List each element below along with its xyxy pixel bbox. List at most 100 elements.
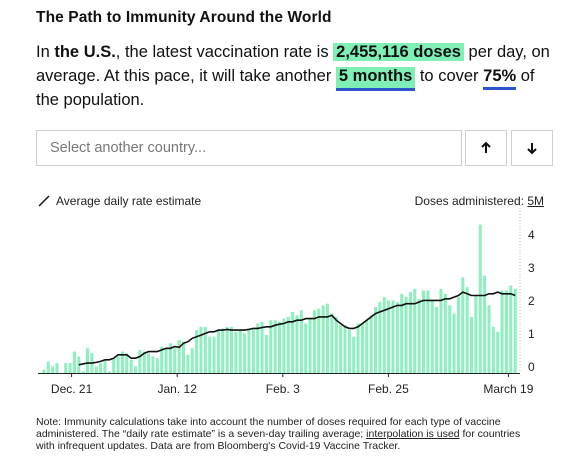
daily-dose-bar [186, 354, 190, 373]
daily-dose-bar [478, 224, 482, 373]
country-search-input[interactable]: Select another country... [36, 130, 462, 166]
y-tick-label: 0 [528, 360, 535, 374]
daily-dose-bar [326, 303, 330, 373]
daily-dose-bar [234, 331, 238, 373]
x-tick-label: Dec. 21 [51, 382, 93, 396]
daily-dose-bar [304, 323, 308, 373]
daily-dose-bar [430, 300, 434, 373]
daily-dose-bar [369, 315, 373, 373]
daily-dose-bar [264, 335, 268, 373]
x-ticks: Dec. 21 Jan. 12 Feb. 3 Feb. 25 March 19 [51, 373, 534, 396]
summary-country: the U.S. [54, 43, 116, 61]
axis-group [38, 205, 521, 374]
daily-dose-bar [343, 325, 347, 373]
daily-dose-bar [116, 356, 120, 373]
daily-dose-bar [160, 346, 164, 373]
daily-dose-bar [68, 363, 72, 373]
daily-dose-bar [382, 297, 386, 373]
daily-dose-bar [46, 361, 50, 373]
daily-dose-bar [496, 331, 500, 373]
y-tick-label: 4 [528, 228, 535, 242]
sort-down-button[interactable] [511, 130, 553, 166]
sort-up-button[interactable] [465, 130, 507, 166]
page-title: The Path to Immunity Around the World [36, 9, 332, 26]
daily-dose-bar [81, 371, 85, 373]
daily-dose-bar [487, 305, 491, 373]
bar-group [42, 224, 517, 373]
daily-dose-bar [99, 363, 103, 373]
daily-dose-bar [103, 359, 107, 373]
daily-dose-bar [317, 308, 321, 373]
daily-dose-bar [55, 363, 59, 373]
arrow-up-icon [481, 141, 491, 153]
daily-dose-bar [243, 333, 247, 373]
daily-dose-bar [269, 320, 273, 373]
interpolation-link[interactable]: interpolation is used [366, 428, 460, 440]
daily-dose-bar [256, 323, 260, 373]
daily-dose-bar [448, 305, 452, 373]
daily-dose-bar [216, 330, 220, 373]
daily-dose-bar [173, 348, 177, 373]
footnote-text: Note: Immunity calculations take into ac… [36, 416, 501, 440]
daily-dose-bar [247, 328, 251, 373]
daily-dose-bar [142, 351, 146, 373]
y-tick-label: 1 [528, 327, 535, 341]
daily-dose-bar [230, 326, 234, 373]
y-tick-label: 2 [528, 294, 535, 308]
daily-dose-bar [391, 300, 395, 373]
daily-dose-bar [435, 307, 439, 373]
daily-dose-bar [291, 311, 295, 373]
vaccination-chart: 0 1 2 3 4 Dec. 21 Jan. 12 Feb. 3 Feb. 25 March 1… [38, 205, 535, 396]
daily-dose-bar [509, 285, 513, 373]
daily-dose-bar [199, 326, 203, 373]
daily-dose-bar [94, 366, 98, 373]
daily-dose-bar [400, 293, 404, 373]
daily-dose-bar [330, 313, 334, 373]
daily-dose-bar [299, 310, 303, 373]
daily-dose-bar [422, 290, 426, 373]
daily-dose-bar [177, 340, 181, 373]
daily-dose-bar [212, 336, 216, 373]
daily-dose-bar [168, 343, 172, 373]
daily-dose-bar [86, 348, 90, 373]
footnote-text-end: for countries with infrequent updates. D… [36, 428, 521, 452]
summary-prefix: In [36, 43, 55, 61]
daily-dose-bar [51, 366, 55, 373]
daily-dose-bar [208, 336, 212, 373]
daily-dose-bar [182, 341, 186, 373]
daily-dose-bar [138, 349, 142, 373]
daily-dose-bar [491, 326, 495, 373]
daily-dose-bar [404, 297, 408, 373]
summary-mid2: per day, on average. At this pace, it wi… [36, 43, 550, 85]
daily-dose-bar [339, 325, 343, 373]
daily-dose-bar [72, 351, 76, 373]
daily-dose-bar [129, 359, 133, 373]
daily-dose-bar [356, 323, 360, 373]
arrow-down-icon [527, 143, 537, 155]
daily-dose-bar [190, 348, 194, 373]
daily-dose-bar [500, 290, 504, 373]
coverage-selector[interactable]: 75% [483, 67, 517, 90]
summary-text: In the U.S., the latest vaccination rate… [36, 40, 556, 112]
daily-dose-bar [221, 328, 225, 373]
daily-dose-bar [273, 320, 277, 373]
chart-legend: Average daily rate estimate [38, 194, 201, 208]
daily-dose-bar [151, 356, 155, 373]
daily-dose-bar [387, 300, 391, 373]
daily-dose-bar [470, 316, 474, 373]
summary-mid1: , the latest vaccination rate is [115, 43, 334, 61]
daily-dose-bar [295, 315, 299, 373]
daily-dose-bar [112, 358, 116, 373]
summary-mid3: to cover [415, 67, 484, 85]
daily-dose-bar [308, 318, 312, 373]
y-axis-title: Doses administered: 5M [415, 194, 544, 208]
y-axis-title-text: Doses administered: [414, 194, 528, 208]
daily-dose-bar [164, 348, 168, 373]
daily-dose-bar [395, 302, 399, 373]
average-rate-line [78, 291, 516, 366]
daily-dose-bar [203, 326, 207, 373]
daily-dose-bar [225, 326, 229, 373]
daily-dose-bar [107, 371, 111, 373]
daily-dose-bar [374, 307, 378, 373]
y-ticks: 0 1 2 3 4 [528, 228, 535, 374]
